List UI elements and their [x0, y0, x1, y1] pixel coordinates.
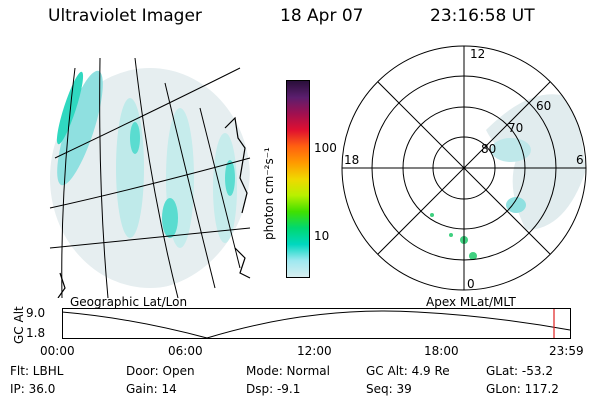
lat-label-60: 60 [536, 99, 551, 113]
altitude-plot [62, 308, 571, 339]
status-ip: IP: 36.0 [10, 382, 56, 396]
colorbar-ticks [312, 77, 318, 279]
mlt-label-0: 0 [467, 277, 475, 291]
status-dsp: Dsp: -9.1 [246, 382, 301, 396]
status-glon: GLon: 117.2 [486, 382, 559, 396]
lat-label-70: 70 [508, 121, 523, 135]
time-tick-0600: 06:00 [168, 344, 203, 358]
altitude-curve [62, 310, 571, 339]
altitude-plot-frame [62, 308, 571, 339]
date-label: 18 Apr 07 [280, 6, 364, 26]
left-panel-caption: Geographic Lat/Lon [70, 295, 188, 309]
lat-lon-grid [49, 57, 251, 298]
time-tick-1200: 12:00 [297, 344, 332, 358]
status-mode: Mode: Normal [246, 364, 330, 378]
status-glat: GLat: -53.2 [486, 364, 553, 378]
geographic-image [49, 57, 251, 298]
mlt-label-12: 12 [470, 47, 485, 61]
polar-grid [341, 45, 587, 291]
status-door: Door: Open [126, 364, 195, 378]
mlt-label-18: 18 [344, 153, 359, 167]
mlt-label-6: 6 [576, 153, 584, 167]
time-tick-1800: 18:00 [424, 344, 459, 358]
time-label: 23:16:58 UT [430, 6, 535, 26]
polar-aurora [430, 94, 586, 260]
time-tick-0000: 00:00 [40, 344, 75, 358]
colorbar-tick-10: 10 [314, 229, 330, 243]
time-tick-2359: 23:59 [549, 344, 584, 358]
colorbar [286, 80, 310, 278]
lat-label-80: 80 [481, 142, 496, 156]
aurora-glow [50, 68, 250, 288]
colorbar-tick-100: 100 [314, 141, 337, 155]
altitude-axis-label: GC Alt [12, 306, 26, 344]
status-gain: Gain: 14 [126, 382, 177, 396]
colorbar-gradient [287, 81, 309, 277]
status-gc-alt: GC Alt: 4.9 Re [366, 364, 450, 378]
altitude-tick-high: 9.0 [26, 306, 46, 320]
altitude-tick-low: 1.8 [26, 326, 46, 340]
status-seq: Seq: 39 [366, 382, 412, 396]
status-flt: Flt: LBHL [10, 364, 64, 378]
instrument-title: Ultraviolet Imager [48, 6, 202, 26]
right-panel-caption: Apex MLat/MLT [426, 295, 516, 309]
polar-plot: 12 18 6 0 60 70 80 [341, 45, 587, 291]
colorbar-unit-label: photon cm⁻²s⁻¹ [262, 147, 276, 240]
